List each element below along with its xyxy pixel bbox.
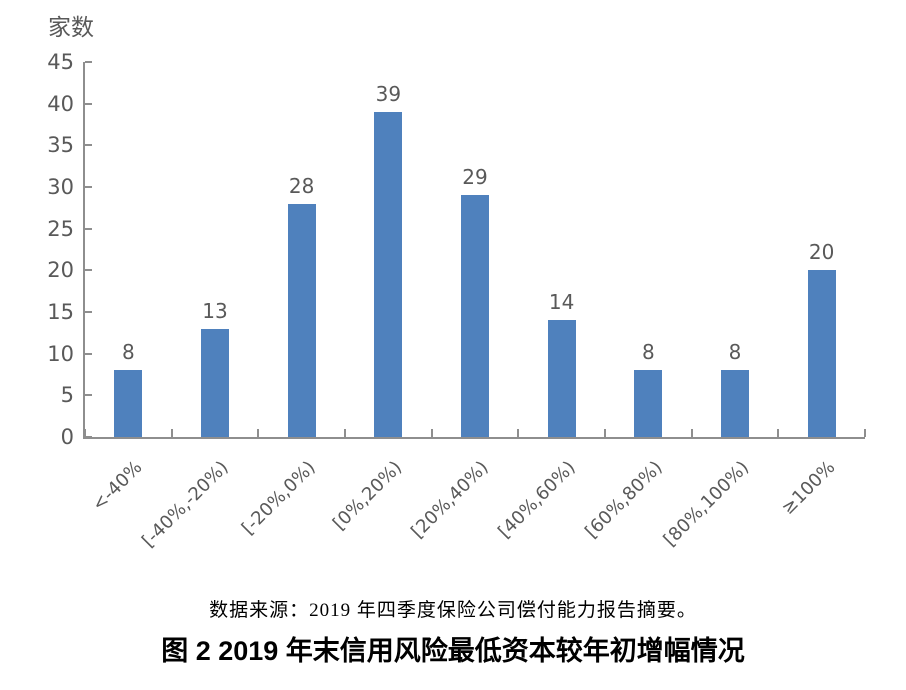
x-category-label: [80%,100%) bbox=[659, 457, 753, 551]
y-tick-label: 30 bbox=[47, 175, 74, 199]
y-tick-mark bbox=[85, 352, 92, 355]
bar bbox=[287, 203, 316, 437]
x-tick-mark bbox=[517, 429, 520, 437]
figure-title: 图 2 2019 年末信用风险最低资本较年初增幅情况 bbox=[161, 636, 745, 666]
bar bbox=[721, 370, 749, 437]
bar bbox=[461, 195, 489, 437]
y-axis-title: 家数 bbox=[48, 15, 94, 41]
bar bbox=[547, 320, 576, 437]
x-category-label: [60%,80%) bbox=[580, 457, 667, 543]
bar-value-label: 8 bbox=[728, 340, 742, 365]
x-tick-mark bbox=[257, 429, 260, 437]
x-tick-mark bbox=[84, 429, 86, 437]
x-tick-mark bbox=[344, 429, 346, 437]
x-tick-mark bbox=[430, 429, 433, 437]
x-tick-mark bbox=[864, 429, 866, 437]
bar-value-label: 13 bbox=[202, 298, 228, 323]
bar bbox=[201, 328, 229, 437]
x-tick-mark bbox=[604, 429, 606, 437]
y-tick-label: 40 bbox=[47, 91, 74, 116]
y-tick-label: 10 bbox=[47, 341, 74, 366]
y-tick-mark bbox=[85, 269, 92, 272]
y-tick-label: 20 bbox=[47, 258, 74, 283]
bar bbox=[374, 112, 403, 437]
bar bbox=[634, 370, 663, 437]
bar bbox=[807, 270, 836, 437]
bar-value-label: 8 bbox=[121, 340, 135, 365]
y-tick-label: 25 bbox=[47, 216, 74, 241]
y-tick-label: 35 bbox=[47, 133, 74, 158]
y-tick-mark bbox=[85, 227, 92, 230]
x-category-label: [20%,40%) bbox=[407, 457, 493, 543]
y-tick-label: 5 bbox=[60, 383, 74, 408]
bar-value-label: 29 bbox=[462, 165, 488, 190]
y-tick-label: 45 bbox=[47, 50, 74, 74]
bar-value-label: 14 bbox=[548, 290, 575, 315]
y-tick-mark bbox=[85, 61, 92, 63]
x-category-label: [-40%,-20%) bbox=[138, 457, 233, 552]
bar-value-label: 8 bbox=[641, 340, 655, 365]
x-category-label: <-40% bbox=[87, 457, 147, 516]
y-tick-mark bbox=[85, 186, 92, 188]
x-tick-mark bbox=[690, 429, 693, 437]
y-tick-mark bbox=[85, 436, 92, 438]
bar-value-label: 20 bbox=[808, 240, 835, 265]
bar bbox=[114, 370, 143, 437]
y-tick-mark bbox=[85, 102, 92, 105]
x-tick-mark bbox=[777, 429, 780, 437]
y-tick-mark bbox=[85, 394, 92, 397]
y-tick-label: 0 bbox=[60, 425, 74, 449]
y-tick-mark bbox=[85, 311, 92, 313]
x-category-label: [0%,20%) bbox=[328, 457, 407, 535]
x-category-label: ≥100% bbox=[777, 457, 840, 519]
bar-value-label: 28 bbox=[288, 173, 315, 198]
x-axis-labels: <-40% [-40%,-20%) [-20%,0%) [0%,20%) [20%,40… bbox=[85, 437, 865, 567]
x-category-label: [-20%,0%) bbox=[237, 457, 320, 539]
y-tick-mark bbox=[85, 144, 92, 147]
x-tick-mark bbox=[170, 429, 173, 437]
plot-area: <-40% [-40%,-20%) [-20%,0%) [0%,20%) [20%,40… bbox=[47, 50, 866, 552]
x-category-label: [40%,60%) bbox=[494, 457, 580, 543]
source-note: 数据来源：2019 年四季度保险公司偿付能力报告摘要。 bbox=[209, 600, 697, 621]
bar-value-label: 39 bbox=[375, 82, 402, 106]
y-tick-label: 15 bbox=[47, 300, 74, 324]
